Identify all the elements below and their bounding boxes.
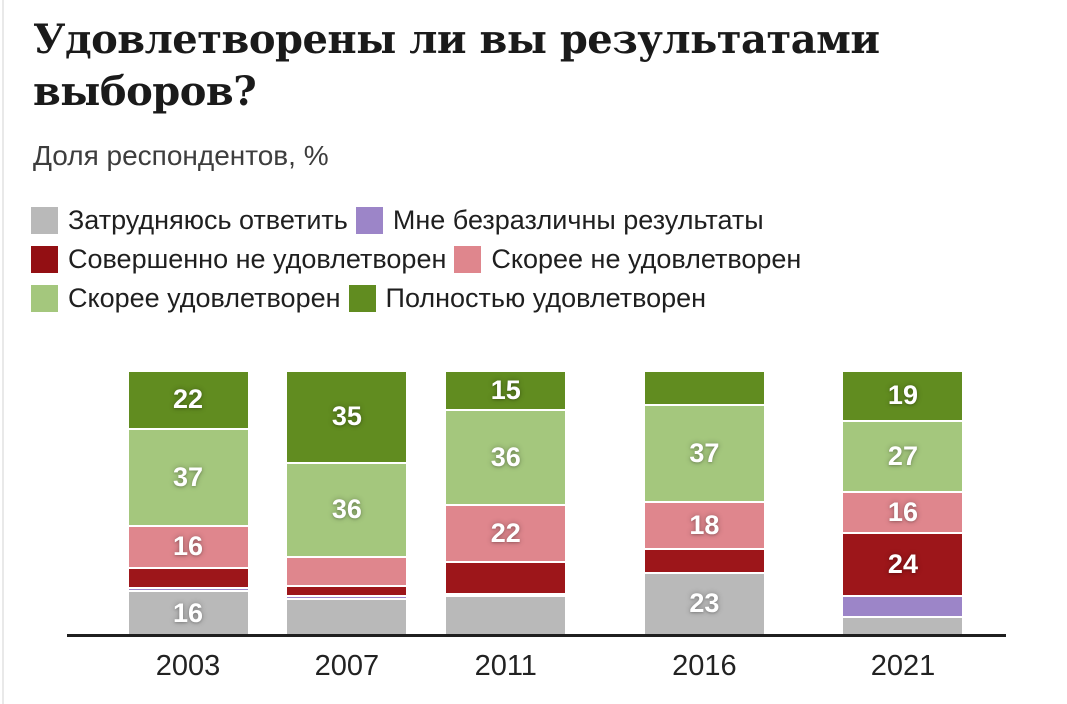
bar-value-label: 18: [689, 510, 720, 541]
bar-segment: 16: [128, 526, 248, 569]
bar-segment: 22: [446, 505, 566, 564]
legend-label: Совершенно не удовлетворен: [68, 244, 447, 274]
bar-value-label: 22: [490, 517, 521, 548]
bar-segment: [287, 586, 407, 598]
bar-segment: 16: [843, 492, 963, 535]
bar-value-label: 22: [172, 384, 204, 415]
bar-segment: 37: [128, 429, 248, 527]
bar-segment: [128, 589, 248, 593]
chart-subtitle: Доля респондентов, %: [33, 140, 329, 171]
bar-2021: 19 27 16 24: [843, 372, 963, 634]
legend-item-0: Затрудняюсь ответить: [31, 207, 348, 234]
bar-segment: 36: [446, 411, 566, 506]
x-axis-label-2011: 2011: [474, 650, 537, 682]
x-axis-label-2003: 2003: [155, 650, 221, 682]
x-axis-line: [67, 634, 1006, 637]
bar-value-label: 19: [887, 380, 918, 411]
bar-segment: 16: [128, 592, 248, 634]
bar-segment: 22: [128, 372, 248, 430]
legend-item-4: Скорее удовлетворен: [31, 285, 341, 312]
legend-item-3: Скорее не удовлетворен: [454, 246, 801, 273]
bar-value-label: 24: [887, 549, 918, 580]
bar-segment: 36: [287, 463, 407, 559]
page-left-border: [2, 0, 4, 704]
bar-value-label: 27: [887, 440, 918, 471]
legend-swatch-icon: [355, 207, 383, 234]
bar-value-label: 36: [490, 442, 521, 472]
bar-2016: 37 18 23: [644, 372, 764, 634]
legend-item-5: Полностью удовлетворен: [348, 283, 707, 313]
legend-label: Затрудняюсь ответить: [68, 205, 348, 235]
bar-segment: [644, 550, 764, 574]
bar-segment: [287, 599, 407, 634]
bar-value-label: 37: [689, 438, 720, 469]
x-axis-label-2016: 2016: [672, 650, 737, 682]
bar-segment: [644, 372, 764, 407]
bar-segment: 19: [843, 372, 963, 422]
bar-segment: 15: [446, 372, 566, 412]
bar-segment: [446, 597, 566, 634]
legend-item-2: Совершенно не удовлетворен: [31, 246, 446, 273]
legend-label: Скорее удовлетворен: [68, 283, 341, 313]
bar-value-label: 36: [331, 494, 362, 525]
bar-segment: [843, 618, 963, 634]
x-axis-label-2007: 2007: [314, 650, 380, 682]
legend-swatch-icon: [31, 207, 58, 234]
bar-value-label: 23: [689, 588, 720, 619]
bar-segment: 37: [644, 406, 764, 504]
bar-value-label: 15: [490, 375, 521, 406]
bar-value-label: 16: [172, 531, 204, 562]
legend-item-1: Мне безразличны результаты: [355, 205, 764, 235]
bar-2007: 35 36: [287, 372, 407, 634]
bar-segment: [446, 594, 566, 598]
legend-label: Полностью удовлетворен: [385, 283, 707, 313]
bar-segment: [446, 563, 566, 595]
bar-segment: [128, 568, 248, 590]
bar-segment: 23: [644, 573, 764, 634]
bar-segment: [287, 558, 407, 587]
bar-segment: [843, 597, 963, 619]
legend-swatch-icon: [31, 285, 58, 312]
bar-segment: [287, 597, 407, 600]
bar-value-label: 16: [172, 597, 204, 628]
chart-legend: Затрудняюсь ответить Мне безразличны резу…: [31, 207, 1041, 312]
bar-segment: 18: [644, 503, 764, 551]
legend-label: Скорее не удовлетворен: [491, 244, 802, 274]
bar-2011: 15 36 22: [446, 372, 566, 634]
bar-segment: 35: [287, 372, 407, 464]
legend-swatch-icon: [348, 285, 376, 312]
bar-value-label: 37: [172, 461, 204, 492]
bar-segment: 27: [843, 421, 963, 493]
x-axis-label-2021: 2021: [870, 650, 936, 682]
legend-swatch-icon: [454, 246, 482, 273]
bar-2003: 22 37 16 16: [128, 372, 248, 634]
bar-value-label: 16: [887, 497, 918, 527]
bar-segment: 24: [843, 534, 963, 598]
legend-swatch-icon: [31, 246, 58, 273]
chart-title: Удовлетворены ли вы результатами выборов…: [33, 16, 880, 115]
bar-value-label: 35: [331, 401, 362, 432]
legend-label: Мне безразличны результаты: [392, 205, 764, 235]
